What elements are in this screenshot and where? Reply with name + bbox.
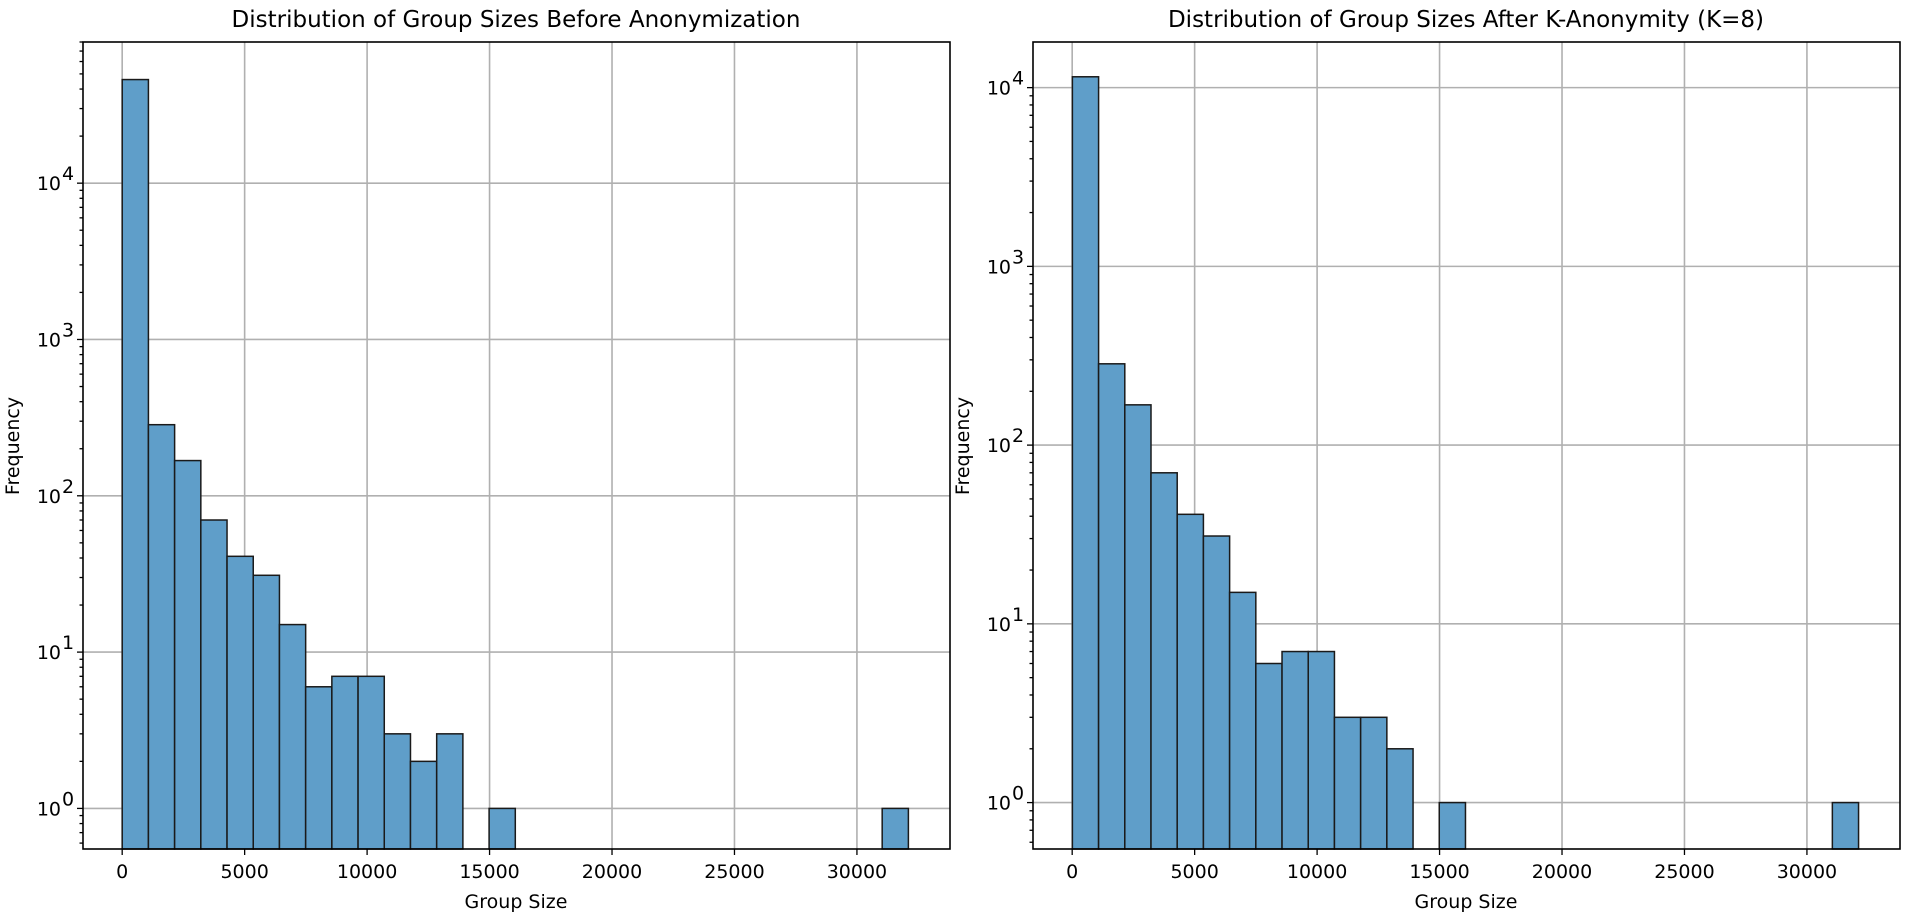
left-chart-y-tick-label: 10 <box>37 486 61 508</box>
left-chart-bar <box>435 733 464 850</box>
right-chart-x-tick-label: 5000 <box>1170 861 1218 883</box>
left-chart-bar <box>383 733 412 850</box>
left-chart-bar <box>409 760 438 850</box>
right-chart-bar <box>1097 363 1126 850</box>
right-chart-x-tick-label: 10000 <box>1287 861 1347 883</box>
right-chart-bar <box>1831 801 1860 850</box>
right-chart-bar <box>1176 513 1205 850</box>
left-chart-title: Distribution of Group Sizes Before Anony… <box>232 7 801 33</box>
right-chart-bar <box>1124 404 1152 850</box>
right-chart-y-tick-label: 10 <box>987 793 1011 815</box>
right-chart-x-tick-label: 30000 <box>1777 861 1837 883</box>
right-chart-bar <box>1307 650 1336 850</box>
left-chart-bar <box>881 807 910 850</box>
right-chart-bar <box>1150 472 1178 850</box>
left-chart-bar <box>121 78 150 850</box>
right-chart-title: Distribution of Group Sizes After K-Anon… <box>1168 7 1764 33</box>
right-chart-bar <box>1255 662 1283 850</box>
left-chart-x-tick-label: 5000 <box>220 861 268 883</box>
right-chart-bar <box>1438 801 1467 850</box>
left-chart-axes-frame <box>82 41 951 850</box>
left-chart-y-tick-label-exponent: 2 <box>62 476 74 498</box>
left-chart-bar <box>357 675 386 850</box>
left-chart-x-tick-label: 20000 <box>582 861 642 883</box>
left-chart-y-tick-label: 10 <box>37 329 61 351</box>
left-chart-bar <box>147 423 176 850</box>
left-chart-bar <box>331 675 359 850</box>
right-chart-bar <box>1202 535 1231 850</box>
right-chart-bar <box>1228 591 1257 850</box>
left-chart-x-tick-label: 30000 <box>827 861 887 883</box>
right-chart-y-tick-label: 10 <box>987 78 1011 100</box>
right-chart-y-tick-label-exponent: 2 <box>1012 425 1024 447</box>
left-chart-x-tick-label: 0 <box>116 861 128 883</box>
right-chart-y-axis-label: Frequency <box>952 397 974 495</box>
left-chart-y-tick-label: 10 <box>37 642 61 664</box>
left-chart-y-tick-label: 10 <box>37 798 61 820</box>
left-chart-y-tick-label-exponent: 4 <box>62 163 74 185</box>
right-chart-bar <box>1333 716 1362 850</box>
right-chart-y-tick-label: 10 <box>987 435 1011 457</box>
left-chart-x-tick-label: 10000 <box>337 861 397 883</box>
right-chart-bar <box>1071 76 1100 850</box>
left-chart-bar <box>173 459 202 850</box>
left-chart-x-tick-label: 15000 <box>459 861 519 883</box>
right-chart-x-tick-label: 25000 <box>1654 861 1714 883</box>
left-chart-y-tick-label: 10 <box>37 173 61 195</box>
left-chart-x-tick-label: 25000 <box>704 861 764 883</box>
right-chart-y-tick-label: 10 <box>987 256 1011 278</box>
right-chart-y-tick-label-exponent: 0 <box>1012 783 1024 805</box>
right-chart-bar <box>1281 650 1309 850</box>
left-chart-bar <box>226 555 254 850</box>
left-chart-bar <box>252 574 281 850</box>
right-chart-x-tick-label: 15000 <box>1409 861 1469 883</box>
right-chart-x-tick-label: 20000 <box>1532 861 1592 883</box>
right-chart-y-tick-label-exponent: 1 <box>1012 604 1024 626</box>
left-chart-bar <box>200 519 228 850</box>
right-chart-bar <box>1359 716 1388 850</box>
right-chart-x-axis-label: Group Size <box>1415 891 1518 913</box>
left-chart-bar <box>278 623 307 850</box>
right-chart-panel: Distribution of Group Sizes After K-Anon… <box>952 7 1901 913</box>
left-chart-x-axis-label: Group Size <box>465 891 568 913</box>
left-chart-y-tick-label-exponent: 3 <box>62 319 74 341</box>
right-chart-y-tick-label: 10 <box>987 614 1011 636</box>
left-chart-y-tick-label-exponent: 0 <box>62 788 74 810</box>
right-chart-y-tick-label-exponent: 4 <box>1012 68 1024 90</box>
right-chart-y-tick-label-exponent: 3 <box>1012 246 1024 268</box>
left-chart-bar <box>304 686 333 850</box>
right-chart-x-tick-label: 0 <box>1066 861 1078 883</box>
left-chart-bar <box>488 807 517 850</box>
left-chart-y-axis-label: Frequency <box>2 397 24 495</box>
left-chart-panel: Distribution of Group Sizes Before Anony… <box>2 7 951 913</box>
right-chart-bar <box>1386 748 1414 850</box>
left-chart-y-tick-label-exponent: 1 <box>62 632 74 654</box>
